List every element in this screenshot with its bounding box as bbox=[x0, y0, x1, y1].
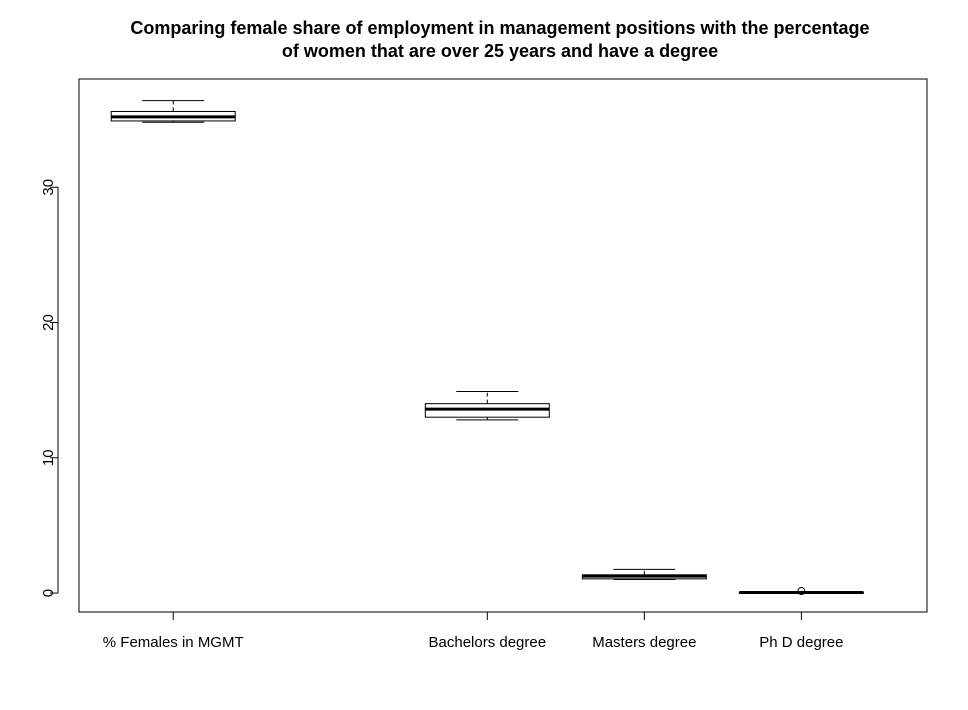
box bbox=[424, 390, 550, 421]
box bbox=[738, 587, 864, 596]
x-axis: % Females in MGMT Bachelors degree Masters… bbox=[103, 611, 843, 651]
plot-area-frame bbox=[78, 78, 928, 613]
x-tick-label: Bachelors degree bbox=[429, 634, 547, 651]
outlier-point bbox=[797, 587, 806, 596]
y-tick-label: 0 bbox=[40, 589, 57, 597]
chart-title-line-2: of women that are over 25 years and have… bbox=[282, 41, 718, 61]
y-tick-label: 30 bbox=[40, 179, 57, 196]
x-tick-label: Masters degree bbox=[592, 634, 696, 651]
y-tick-label: 20 bbox=[40, 314, 57, 331]
x-tick-label: % Females in MGMT bbox=[103, 634, 244, 651]
y-axis: 0 10 20 30 bbox=[40, 179, 59, 597]
chart-title-line-1: Comparing female share of employment in … bbox=[130, 18, 869, 38]
box bbox=[110, 100, 236, 123]
x-tick-label: Ph D degree bbox=[759, 634, 843, 651]
box-group bbox=[110, 100, 864, 596]
box bbox=[581, 568, 707, 581]
y-tick-label: 10 bbox=[40, 449, 57, 466]
